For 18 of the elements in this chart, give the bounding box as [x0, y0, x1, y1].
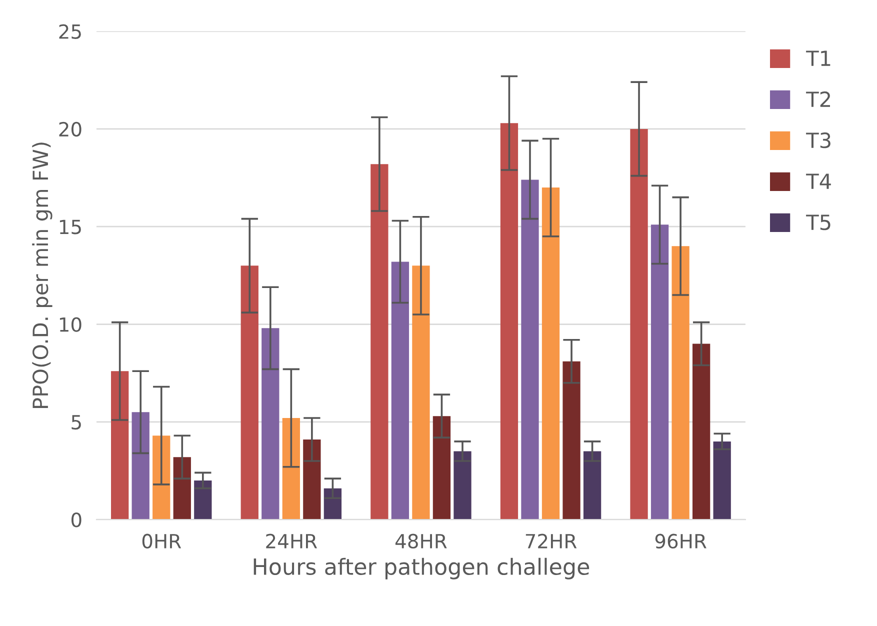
- x-axis-title: Hours after pathogen challege: [254, 558, 590, 580]
- x-tick-label: 96HR: [655, 534, 706, 549]
- legend-label: T5: [806, 214, 830, 230]
- x-tick-label: 24HR: [266, 534, 318, 548]
- legend-label: T3: [806, 132, 830, 148]
- legend-label: T2: [806, 91, 830, 107]
- y-tick-label: 15: [60, 220, 81, 234]
- x-tick-label: 72HR: [526, 534, 577, 548]
- legend-label: T1: [806, 50, 830, 66]
- x-tick-label: 48HR: [395, 534, 447, 549]
- y-tick-label: 0: [71, 512, 82, 528]
- legend-label: T4: [806, 174, 831, 189]
- y-tick-label: 20: [59, 122, 82, 137]
- y-tick-label: 5: [72, 415, 81, 430]
- y-tick-label: 10: [60, 317, 82, 332]
- x-tick-label: 0HR: [142, 534, 182, 549]
- y-tick-label: 25: [59, 24, 81, 39]
- y-axis-title: PPO(O.D. per min gm FW): [32, 142, 52, 408]
